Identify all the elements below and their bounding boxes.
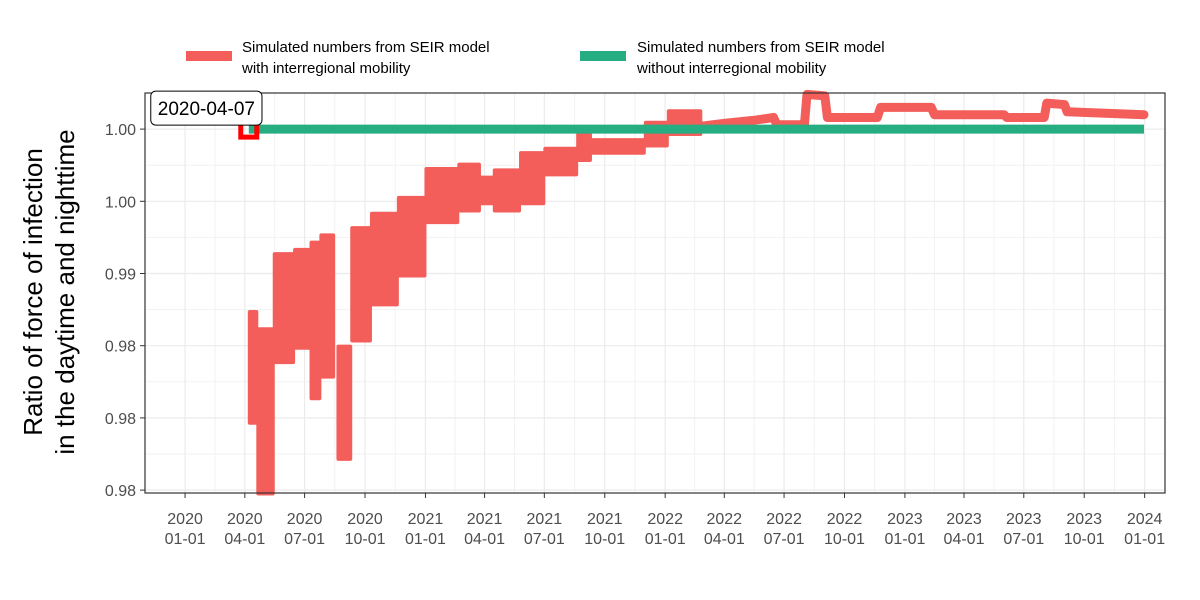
legend-label-without-mobility-line2: without interregional mobility [636, 60, 827, 77]
x-tick-label-year: 2021 [467, 511, 503, 528]
legend-label-with-mobility-line1: Simulated numbers from SEIR model [242, 39, 490, 56]
series-with-mobility-band [247, 309, 259, 425]
x-tick-label-date: 04-01 [464, 531, 505, 548]
x-tick-label-year: 2020 [167, 511, 203, 528]
legend: Simulated numbers from SEIR model with i… [186, 39, 885, 77]
x-tick-label-year: 2021 [527, 511, 563, 528]
x-tick-label-date: 07-01 [1003, 531, 1044, 548]
x-tick-label-year: 2020 [347, 511, 383, 528]
x-tick-label-date: 07-01 [524, 531, 565, 548]
x-tick-label-year: 2022 [706, 511, 742, 528]
y-axis: 1.00 1.00 0.99 0.98 0.98 0.98 [105, 122, 145, 500]
x-tick-label-year: 2023 [1006, 511, 1042, 528]
annotation: 2020-04-07 [150, 90, 263, 126]
legend-label-with-mobility-line2: with interregional mobility [241, 60, 411, 77]
panel-border [144, 92, 1166, 494]
x-tick-label-date: 10-01 [584, 531, 625, 548]
x-tick-label-year: 2022 [647, 511, 683, 528]
x-tick-label-year: 2020 [287, 511, 323, 528]
x-axis: 2020 01-01 2020 04-01 2020 07-01 2020 10-01 2021… [165, 493, 1165, 548]
y-tick-label: 0.99 [105, 267, 136, 284]
y-axis-title-line1: Ratio of force of infection [18, 148, 48, 436]
series-with-mobility-band [369, 211, 399, 307]
series-layer [238, 89, 1149, 496]
series-with-mobility-band [396, 195, 427, 278]
x-tick-label-date: 04-01 [224, 531, 265, 548]
x-tick-label-date: 01-01 [645, 531, 686, 548]
y-tick-label: 0.98 [105, 411, 136, 428]
annotation-label: 2020-04-07 [158, 99, 255, 120]
series-with-mobility-band [336, 344, 353, 461]
x-tick-label-year: 2021 [587, 511, 623, 528]
series-with-mobility-band [543, 146, 579, 177]
x-tick-label-date: 04-01 [704, 531, 745, 548]
x-tick-label-year: 2024 [1127, 511, 1163, 528]
x-tick-label-date: 10-01 [824, 531, 865, 548]
series-with-mobility-band [272, 252, 296, 365]
y-tick-label: 0.98 [105, 483, 136, 500]
x-tick-label-year: 2020 [227, 511, 263, 528]
series-with-mobility-band [478, 175, 495, 206]
x-tick-label-date: 10-01 [345, 531, 386, 548]
x-tick-label-date: 04-01 [944, 531, 985, 548]
x-tick-label-date: 01-01 [405, 531, 446, 548]
series-with-mobility-band [293, 247, 312, 350]
x-tick-label-year: 2022 [827, 511, 863, 528]
series-with-mobility-band [576, 132, 592, 162]
x-tick-label-year: 2021 [408, 511, 444, 528]
series-with-mobility-band [519, 151, 546, 206]
y-tick-label: 0.98 [105, 339, 136, 356]
x-tick-label-date: 07-01 [284, 531, 325, 548]
series-with-mobility-band [492, 168, 522, 213]
x-tick-label-date: 10-01 [1064, 531, 1105, 548]
series-with-mobility-band [589, 138, 646, 155]
y-tick-label: 1.00 [105, 194, 136, 211]
series-with-mobility-band [350, 226, 372, 343]
y-axis-title-line2: in the daytime and nighttime [50, 129, 80, 454]
series-with-mobility-band [309, 240, 322, 401]
annotation-box [150, 90, 263, 126]
series-with-mobility-line [696, 89, 1149, 131]
x-tick-label-year: 2022 [766, 511, 802, 528]
x-tick-label-date: 01-01 [1124, 531, 1165, 548]
series-with-mobility-band [319, 233, 336, 379]
x-tick-label-year: 2023 [1066, 511, 1102, 528]
x-tick-label-date: 01-01 [165, 531, 206, 548]
y-axis-title: Ratio of force of infection in the dayti… [18, 129, 80, 454]
series-with-mobility-band [457, 162, 481, 213]
x-tick-label-year: 2023 [887, 511, 923, 528]
x-tick-label-date: 01-01 [884, 531, 925, 548]
series-with-mobility-band [424, 166, 460, 225]
x-tick-label-year: 2023 [946, 511, 982, 528]
y-tick-label: 1.00 [105, 122, 136, 139]
x-tick-label-date: 07-01 [764, 531, 805, 548]
series-with-mobility-band [256, 327, 275, 496]
legend-label-without-mobility-line1: Simulated numbers from SEIR model [637, 39, 885, 56]
